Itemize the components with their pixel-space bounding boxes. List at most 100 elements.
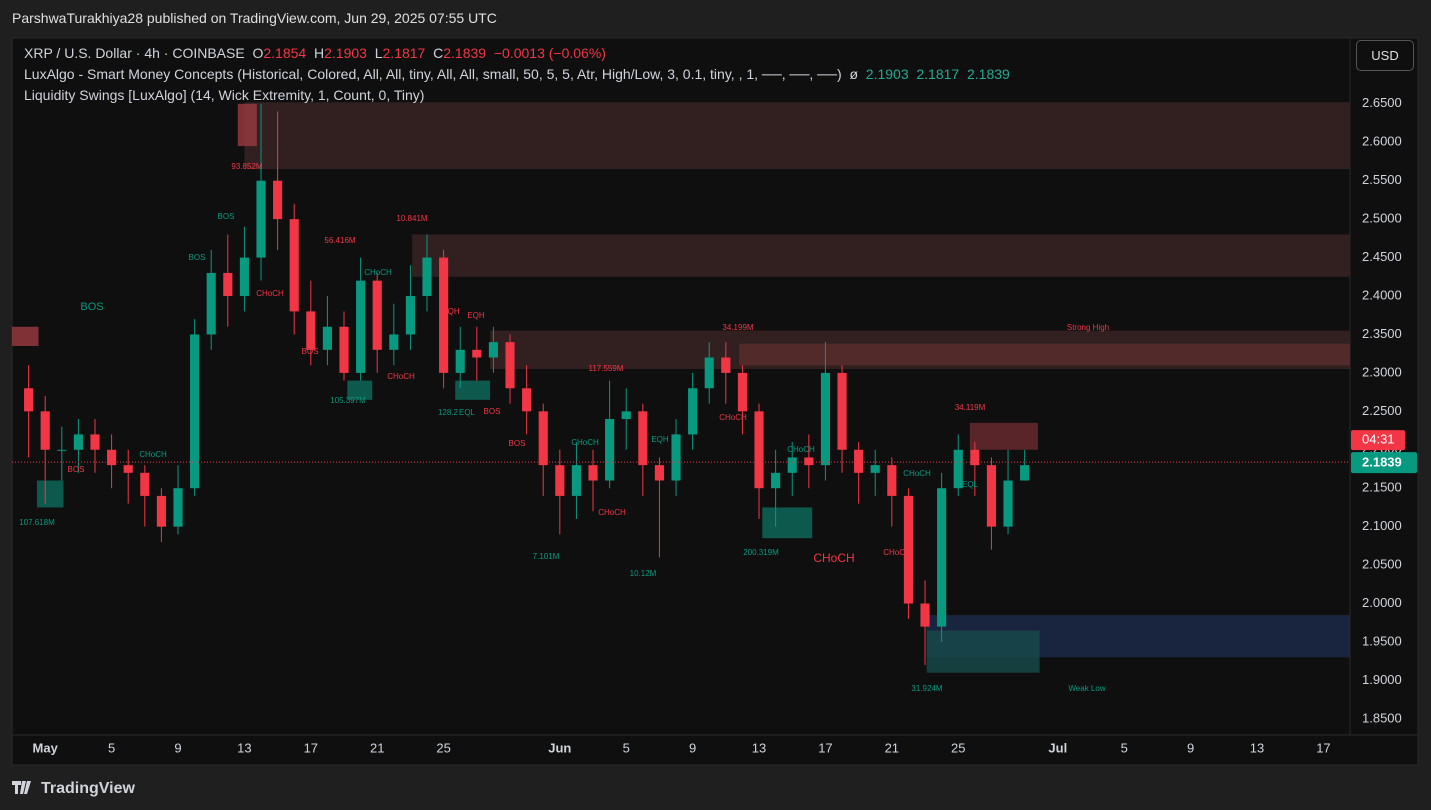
candle-body [903,495,913,604]
x-tick-label: 13 [237,740,251,755]
indicator1-line[interactable]: LuxAlgo - Smart Money Concepts (Historic… [24,66,1010,82]
candle-body [887,465,897,496]
annotation: 34.199M [722,323,753,332]
zone [739,343,1350,366]
annotation: Strong High [1067,323,1109,332]
candle-body [356,280,366,373]
annotation: EQH [651,435,669,444]
candle-body [505,342,515,389]
annotation: 10.841M [396,214,427,223]
x-tick-label: 17 [818,740,832,755]
annotation: 7.101M [533,552,560,561]
y-tick-label: 2.5500 [1362,172,1402,187]
annotation: EQH [467,311,485,320]
zone [237,103,257,147]
y-tick-label: 2.5000 [1362,211,1402,226]
zone [926,630,1040,673]
y-tick-label: 1.9500 [1362,633,1402,648]
x-tick-label: 9 [1187,740,1194,755]
annotation: CHoCH [364,268,392,277]
candle-body [472,349,482,358]
candle-body [24,388,34,412]
zone [12,326,39,346]
indicator1-sym: ø [849,66,858,82]
indicator1-values: 2.1903 2.1817 2.1839 [865,66,1010,82]
annotation: BOS [509,439,526,448]
footer-brand: TradingView [41,780,136,797]
candle-body [571,465,581,496]
y-tick-label: 2.3000 [1362,364,1402,379]
zone [36,480,64,508]
x-tick-label: Jun [548,740,571,755]
candle-body [522,388,532,412]
currency-button[interactable]: USD [1356,40,1414,71]
x-tick-label: 25 [951,740,965,755]
candle-body [405,296,415,335]
candle-body [40,411,50,450]
annotation: 107.618M [19,518,55,527]
candle-body [173,488,183,527]
candle-body [1020,465,1030,481]
annotation: 56.416M [324,236,355,245]
x-tick-label: 21 [370,740,384,755]
candle-body [223,272,233,297]
candle-body [737,372,747,412]
zone [244,102,1350,170]
annotation: 105.397M [330,396,366,405]
annotation: BOS [68,465,85,474]
y-tick-label: 1.8500 [1362,710,1402,725]
x-tick-label: 9 [174,740,181,755]
candle-body [190,334,200,489]
candle-body [107,449,117,466]
candle-body [339,326,349,373]
annotation: 93.852M [231,162,262,171]
x-tick-label: 5 [1121,740,1128,755]
logo [12,781,31,794]
candle-body [654,465,664,481]
annotation: EQL [962,480,979,489]
h: 2.1903 [324,45,367,61]
annotation: CHoCH [571,438,599,447]
candle-body [273,180,283,220]
candle-body [854,449,864,473]
annotation: Weak Low [1068,684,1105,693]
candle-body [1003,480,1013,527]
candle-body [422,257,432,297]
candle-body [206,272,216,335]
y-tick-label: 2.4000 [1362,287,1402,302]
candle-body [488,342,498,358]
candle-body [820,372,830,466]
annotation: 117.559M [589,364,624,373]
annotation: BOS [484,407,501,416]
y-tick-label: 2.6000 [1362,134,1402,149]
candle-body [322,326,332,350]
zone [412,234,1350,277]
annotation: CHoCH [883,548,911,557]
zone [347,380,373,400]
candle-body [937,488,947,627]
candle-body [389,334,399,350]
candle-body [123,465,133,473]
change: −0.0013 (−0.06%) [493,45,606,61]
y-tick-label: 2.0500 [1362,557,1402,572]
x-tick-label: 21 [885,740,899,755]
zone [969,422,1038,450]
annotation: BOS [80,301,103,313]
price-tag-label: 2.1839 [1362,455,1402,470]
x-tick-label: Jul [1048,740,1067,755]
annotation: CHoCH [903,469,931,478]
indicator2-line[interactable]: Liquidity Swings [LuxAlgo] (14, Wick Ext… [24,87,424,103]
zone [762,507,813,539]
candle-body [638,411,648,466]
x-tick-label: 13 [1250,740,1264,755]
zone [455,380,491,400]
indicator1: LuxAlgo - Smart Money Concepts (Historic… [24,66,842,82]
byline: ParshwaTurakhiya28 published on TradingV… [12,10,497,26]
candle-body [754,411,764,489]
candle-body [704,357,714,389]
symbol: XRP / U.S. Dollar · 4h · COINBASE [24,45,245,61]
x-tick-label: 5 [108,740,115,755]
annotation: 34.119M [955,403,986,412]
x-tick-label: 25 [436,740,450,755]
